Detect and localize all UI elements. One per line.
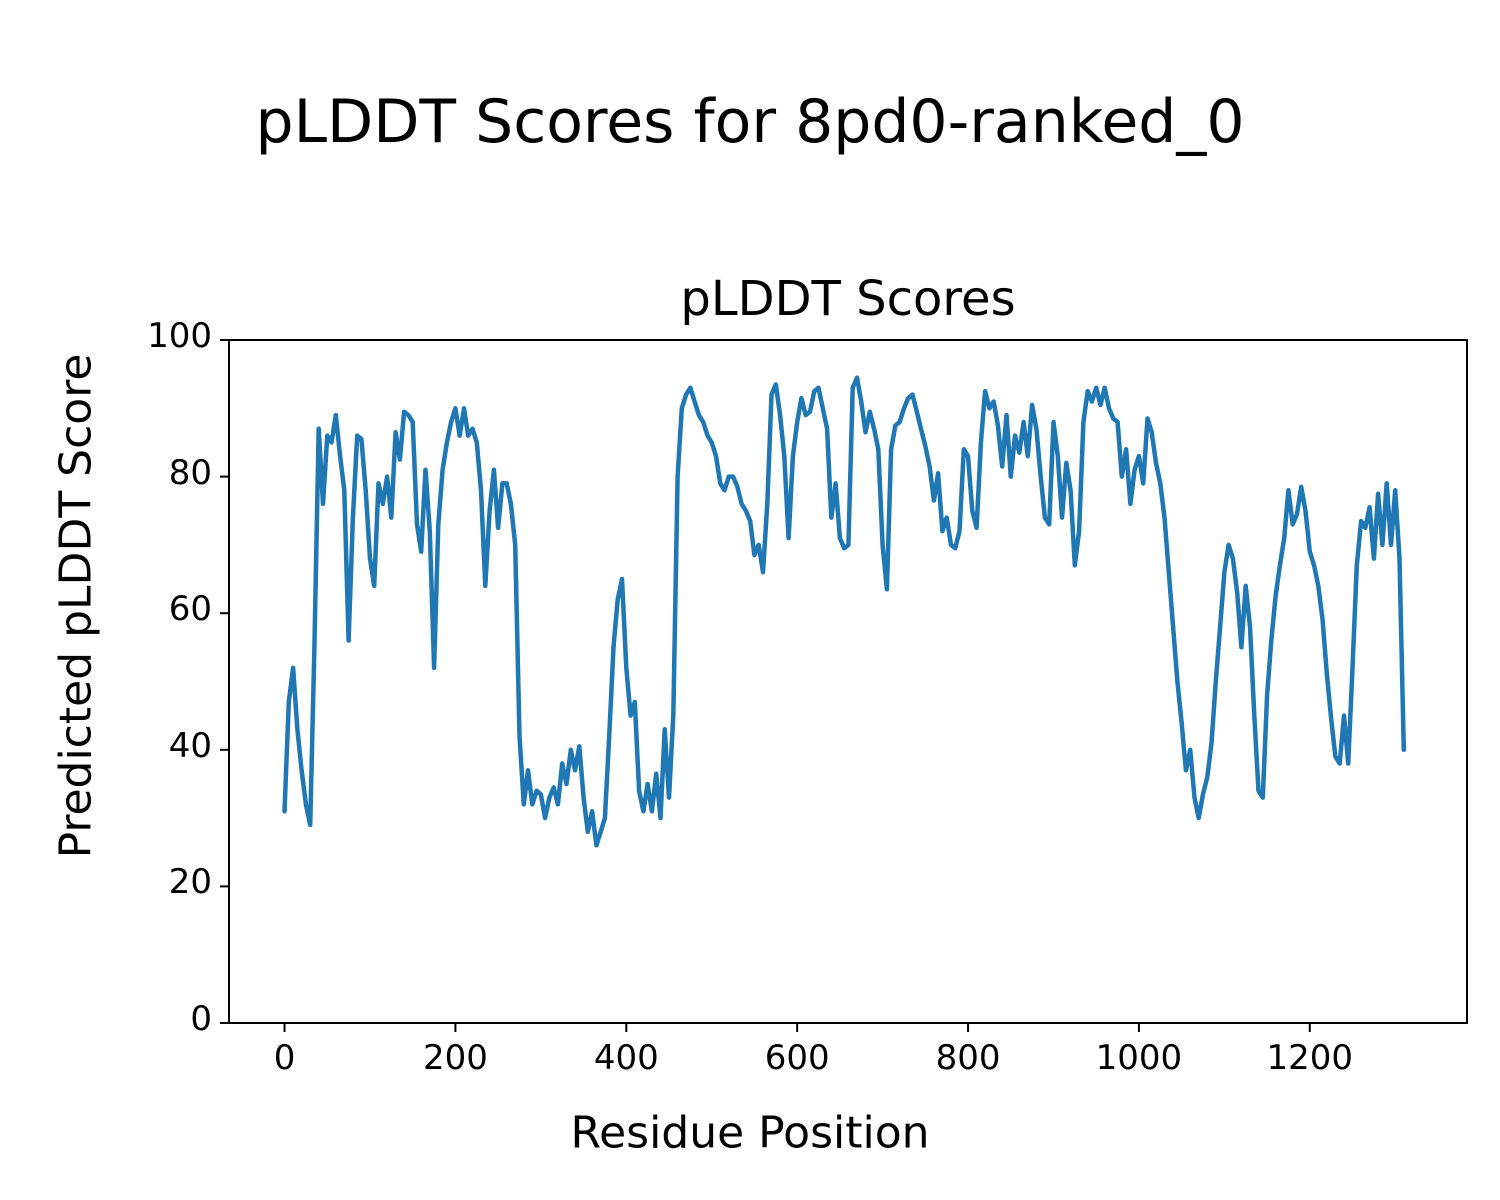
- x-tick-label: 1200: [1266, 1038, 1354, 1078]
- axes-title: pLDDT Scores: [680, 271, 1016, 327]
- y-tick-label: 80: [168, 452, 212, 493]
- x-tick-label: 1000: [1095, 1038, 1183, 1078]
- axes-frame: [228, 339, 1468, 1024]
- x-tick-label: 400: [593, 1038, 659, 1078]
- y-tick-label: 20: [168, 862, 212, 903]
- y-tick-label: 60: [168, 589, 212, 630]
- x-axis-label: Residue Position: [570, 1107, 930, 1159]
- y-tick-label: 40: [168, 725, 212, 766]
- x-tick-label: 200: [422, 1038, 488, 1078]
- plddt-line: [282, 375, 1407, 848]
- x-tick-label: 0: [273, 1038, 296, 1078]
- figure-title: pLDDT Scores for 8pd0-ranked_0: [255, 87, 1245, 157]
- y-tick-label: 0: [190, 999, 212, 1039]
- y-tick-label: 100: [147, 316, 212, 356]
- x-tick-label: 800: [935, 1038, 1001, 1078]
- x-tick-label: 600: [764, 1038, 830, 1078]
